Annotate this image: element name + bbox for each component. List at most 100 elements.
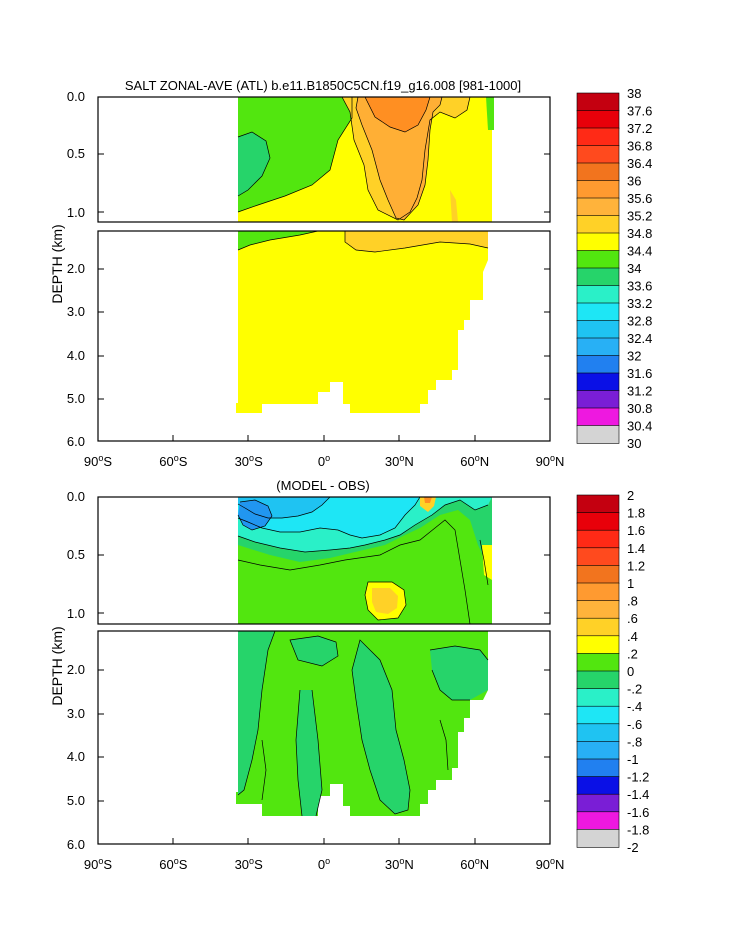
salt-colorbar-bin-2	[576, 127, 620, 147]
diff-colorbar-bin-1	[576, 512, 620, 531]
salt-ytick-lower-4: 6.0	[67, 434, 85, 449]
diff-colorbar-bin-11	[576, 688, 620, 707]
diff-ytick-marks	[98, 554, 550, 802]
salt-region-darkorange	[365, 97, 430, 132]
diff-region-gold-core	[372, 588, 398, 614]
diff-colorbar-bin-7	[576, 617, 620, 637]
salt-upper-field	[238, 97, 494, 222]
salt-xtick-6: 90oN	[536, 453, 565, 469]
salt-xticks: 90oS 60oS 30oS 0o 30oN 60oN 90oN	[84, 453, 565, 469]
salt-ylabel: DEPTH (km)	[49, 224, 65, 303]
salt-ytick-lower-2: 4.0	[67, 348, 85, 363]
diff-colorbar-bin-9	[576, 653, 620, 672]
salt-xtick-4: 30oN	[385, 453, 414, 469]
diff-colorbar: 21.81.61.41.21.8.6.4.20-.2-.4-.6-.8-1-1.…	[576, 488, 649, 855]
salt-colorbar-label-12: 33.2	[627, 296, 652, 311]
diff-colorbar-label-3: 1.4	[627, 541, 645, 556]
diff-colorbar-label-20: -2	[627, 840, 639, 855]
diff-colorbar-label-5: 1	[627, 576, 634, 591]
salt-upper-frame	[97, 96, 551, 223]
diff-xtick-2: 30oS	[235, 856, 263, 872]
salt-colorbar-bin-10	[576, 267, 620, 287]
salt-colorbar-bin-9	[576, 250, 620, 269]
diff-colorbar-bin-13	[576, 723, 620, 743]
diff-colorbar-label-17: -1.4	[627, 787, 649, 802]
diff-lower-zero-blob	[290, 636, 338, 666]
diff-region-blue	[238, 500, 272, 530]
salt-colorbar-bin-0	[576, 92, 620, 112]
salt-colorbar-label-10: 34	[627, 261, 641, 276]
salt-lower-field	[236, 231, 488, 413]
diff-colorbar-bin-5	[576, 582, 620, 602]
diff-colorbar-label-15: -1	[627, 752, 639, 767]
salt-colorbar-label-7: 35.2	[627, 209, 652, 224]
salt-colorbar-bin-12	[576, 302, 620, 322]
salt-colorbar-label-19: 30.4	[627, 419, 652, 434]
diff-colorbar-label-11: -.2	[627, 682, 642, 697]
salt-upper-contours	[237, 97, 471, 221]
diff-upper-frame	[97, 496, 551, 625]
salt-colorbar-bin-5	[576, 180, 620, 199]
diff-ytick-lower-1: 3.0	[67, 706, 85, 721]
salt-colorbar-bin-1	[576, 110, 620, 129]
salt-colorbar: 38 37.6 37.2 36.8 36.4 36 35.6 35.2 34.8 34.4 34 33…	[576, 86, 652, 451]
salt-colorbar-label-8: 34.8	[627, 226, 652, 241]
salt-colorbar-bin-18	[576, 407, 620, 427]
salt-colorbar-bin-14	[576, 337, 620, 357]
salt-colorbar-bin-4	[576, 162, 620, 182]
diff-region-north-hot	[420, 497, 436, 512]
diff-lower-field	[236, 631, 488, 816]
diff-colorbar-bin-17	[576, 793, 620, 813]
salt-region-bump-right	[450, 190, 458, 222]
diff-ytick-upper-2: 1.0	[67, 606, 85, 621]
salt-colorbar-label-13: 32.8	[627, 314, 652, 329]
diff-colorbar-bin-4	[576, 565, 620, 584]
diff-region-north-edge	[482, 545, 492, 580]
diff-colorbar-label-13: -.6	[627, 717, 642, 732]
salt-colorbar-label-15: 32	[627, 349, 641, 364]
salt-region-orange	[356, 97, 442, 220]
diff-region-north-hot2	[424, 497, 432, 503]
salt-lower-contours	[237, 231, 489, 253]
diff-region-darkgreen	[238, 520, 470, 624]
salt-colorbar-bin-13	[576, 320, 620, 339]
salt-ytick-lower-0: 2.0	[67, 261, 85, 276]
salt-ytick-lower-1: 3.0	[67, 304, 85, 319]
diff-ytick-lower-0: 2.0	[67, 662, 85, 677]
diff-colorbar-label-4: 1.2	[627, 558, 645, 573]
diff-ytick-lower-4: 6.0	[67, 837, 85, 852]
salt-colorbar-label-14: 32.4	[627, 331, 652, 346]
diff-lower-zero-mid	[352, 640, 410, 814]
salt-colorbar-label-3: 36.8	[627, 139, 652, 154]
salt-colorbar-label-20: 30	[627, 436, 641, 451]
salt-ytick-lower-3: 5.0	[67, 391, 85, 406]
salt-xtick-marks	[172, 435, 476, 441]
diff-colorbar-label-8: .4	[627, 629, 638, 644]
diff-colorbar-label-16: -1.2	[627, 770, 649, 785]
diff-xtick-5: 60oN	[460, 856, 489, 872]
diff-colorbar-bin-12	[576, 705, 620, 725]
salt-colorbar-label-4: 36.4	[627, 156, 652, 171]
salt-colorbar-bin-19	[576, 425, 620, 444]
diff-colorbar-bin-2	[576, 529, 620, 549]
diff-colorbar-label-19: -1.8	[627, 822, 649, 837]
salt-colorbar-label-18: 30.8	[627, 401, 652, 416]
diff-lower-zero-left	[238, 631, 275, 795]
diff-colorbar-bin-19	[576, 829, 620, 848]
salt-ytick-upper-1: 0.5	[67, 146, 85, 161]
diff-ytick-upper-0: 0.0	[67, 489, 85, 504]
diff-colorbar-label-9: .2	[627, 646, 638, 661]
salt-colorbar-bin-6	[576, 197, 620, 217]
salt-colorbar-label-17: 31.2	[627, 384, 652, 399]
diff-colorbar-label-2: 1.6	[627, 523, 645, 538]
salt-plot-title: SALT ZONAL-AVE (ATL) b.e11.B1850C5CN.f19…	[125, 78, 521, 93]
diff-colorbar-label-6: .8	[627, 594, 638, 609]
salt-ytick-upper-2: 1.0	[67, 205, 85, 220]
diff-xticks: 90oS 60oS 30oS 0o 30oN 60oN 90oN	[84, 856, 565, 872]
diff-ytick-lower-3: 5.0	[67, 793, 85, 808]
salt-colorbar-bin-3	[576, 145, 620, 164]
diff-colorbar-bin-10	[576, 670, 620, 690]
salt-colorbar-label-0: 38	[627, 86, 641, 101]
salt-xtick-5: 60oN	[460, 453, 489, 469]
diff-xtick-6: 90oN	[536, 856, 565, 872]
